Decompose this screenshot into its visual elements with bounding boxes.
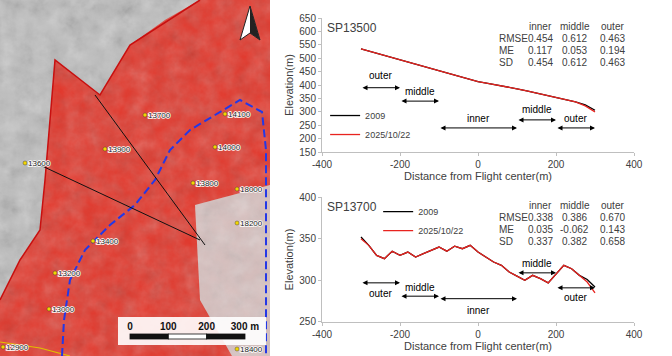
- svg-text:13200: 13200: [58, 269, 81, 278]
- svg-text:0.194: 0.194: [600, 45, 625, 56]
- svg-text:inner: inner: [467, 113, 490, 124]
- svg-text:0.612: 0.612: [562, 57, 587, 68]
- svg-text:18200: 18200: [240, 219, 263, 228]
- svg-text:18400: 18400: [240, 345, 263, 354]
- svg-text:outer: outer: [369, 70, 392, 81]
- svg-text:18000: 18000: [240, 185, 263, 194]
- svg-text:350: 350: [299, 93, 316, 104]
- svg-text:13000: 13000: [52, 305, 75, 314]
- svg-text:550: 550: [299, 39, 316, 50]
- svg-text:outer: outer: [564, 292, 587, 303]
- svg-text:middle: middle: [405, 86, 435, 97]
- svg-text:2025/10/22: 2025/10/22: [365, 130, 410, 140]
- svg-text:2025/10/22: 2025/10/22: [418, 226, 463, 236]
- svg-text:200: 200: [548, 329, 565, 340]
- svg-text:outer: outer: [564, 113, 587, 124]
- svg-text:0.463: 0.463: [600, 33, 625, 44]
- svg-text:Elevation(m): Elevation(m): [283, 54, 295, 116]
- svg-text:14000: 14000: [218, 143, 241, 152]
- svg-text:0: 0: [475, 159, 481, 170]
- svg-text:inner: inner: [529, 200, 552, 211]
- svg-text:inner: inner: [467, 305, 490, 316]
- svg-text:0.463: 0.463: [600, 57, 625, 68]
- svg-text:SD: SD: [499, 236, 513, 247]
- svg-text:0.454: 0.454: [528, 57, 553, 68]
- svg-text:0.454: 0.454: [528, 33, 553, 44]
- svg-text:13400: 13400: [96, 237, 119, 246]
- svg-text:outer: outer: [601, 21, 624, 32]
- svg-text:outer: outer: [369, 288, 392, 299]
- svg-text:250: 250: [299, 120, 316, 131]
- svg-text:400: 400: [299, 80, 316, 91]
- svg-text:-0.062: -0.062: [560, 224, 589, 235]
- svg-text:500: 500: [299, 53, 316, 64]
- svg-text:middle: middle: [560, 200, 590, 211]
- svg-text:0: 0: [475, 329, 481, 340]
- svg-text:0.337: 0.337: [528, 236, 553, 247]
- svg-text:0.053: 0.053: [562, 45, 587, 56]
- svg-text:13700: 13700: [148, 111, 171, 120]
- svg-text:middle: middle: [405, 282, 435, 293]
- svg-text:ME: ME: [499, 224, 514, 235]
- svg-text:200: 200: [548, 159, 565, 170]
- svg-text:2009: 2009: [418, 207, 438, 217]
- svg-text:13800: 13800: [196, 179, 219, 188]
- svg-text:0.612: 0.612: [562, 33, 587, 44]
- svg-text:200: 200: [198, 321, 215, 332]
- svg-text:150: 150: [299, 147, 316, 158]
- svg-text:0: 0: [127, 321, 133, 332]
- svg-text:650: 650: [299, 13, 316, 24]
- svg-text:outer: outer: [601, 200, 624, 211]
- svg-text:12900: 12900: [6, 343, 29, 352]
- svg-text:450: 450: [299, 66, 316, 77]
- svg-text:400: 400: [299, 192, 316, 203]
- svg-text:RMSE: RMSE: [499, 212, 528, 223]
- svg-text:-200: -200: [390, 329, 410, 340]
- svg-text:middle: middle: [522, 258, 552, 269]
- svg-text:SP13700: SP13700: [327, 200, 377, 214]
- svg-text:100: 100: [160, 321, 177, 332]
- svg-text:300 m: 300 m: [231, 321, 259, 332]
- svg-text:200: 200: [299, 133, 316, 144]
- svg-text:Distance from Flight center(m): Distance from Flight center(m): [404, 170, 552, 182]
- svg-text:middle: middle: [522, 104, 552, 115]
- svg-text:0.658: 0.658: [600, 236, 625, 247]
- svg-text:-200: -200: [390, 159, 410, 170]
- svg-text:600: 600: [299, 26, 316, 37]
- svg-text:0.382: 0.382: [562, 236, 587, 247]
- svg-text:250: 250: [299, 316, 316, 327]
- svg-text:0.117: 0.117: [528, 45, 553, 56]
- svg-text:400: 400: [626, 329, 643, 340]
- svg-text:13900: 13900: [108, 145, 131, 154]
- svg-text:0.035: 0.035: [528, 224, 553, 235]
- svg-text:Distance from Flight center(m): Distance from Flight center(m): [404, 340, 552, 352]
- svg-text:300: 300: [299, 275, 316, 286]
- svg-text:middle: middle: [560, 21, 590, 32]
- svg-text:-400: -400: [312, 329, 332, 340]
- svg-text:Elevation(m): Elevation(m): [283, 229, 295, 291]
- svg-text:14100: 14100: [228, 110, 251, 119]
- svg-text:SD: SD: [499, 57, 513, 68]
- svg-text:13600: 13600: [28, 159, 51, 168]
- svg-text:350: 350: [299, 233, 316, 244]
- svg-text:RMSE: RMSE: [499, 33, 528, 44]
- svg-text:0.338: 0.338: [528, 212, 553, 223]
- svg-text:-400: -400: [312, 159, 332, 170]
- svg-text:0.143: 0.143: [600, 224, 625, 235]
- svg-text:0.386: 0.386: [562, 212, 587, 223]
- svg-text:SP13500: SP13500: [327, 21, 377, 35]
- svg-text:2009: 2009: [365, 111, 385, 121]
- svg-text:ME: ME: [499, 45, 514, 56]
- svg-text:0.670: 0.670: [600, 212, 625, 223]
- svg-text:400: 400: [626, 159, 643, 170]
- svg-text:300: 300: [299, 106, 316, 117]
- svg-text:inner: inner: [529, 21, 552, 32]
